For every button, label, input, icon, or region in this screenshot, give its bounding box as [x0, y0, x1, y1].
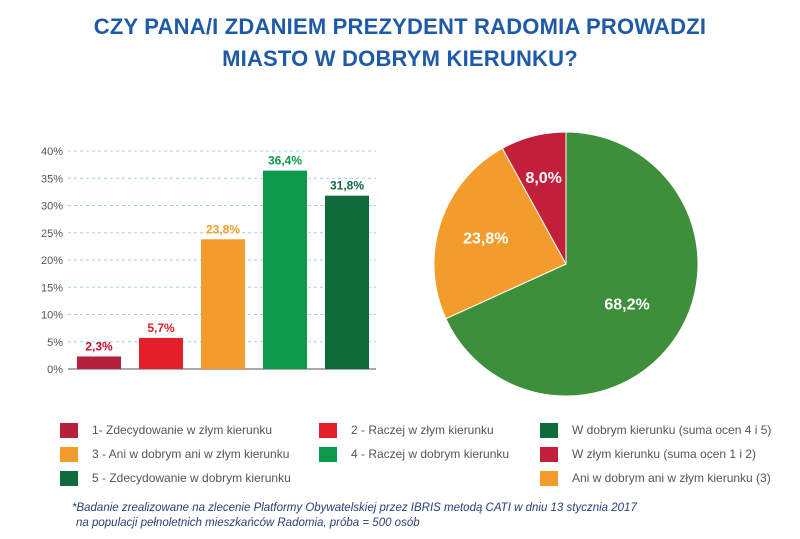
legend-item-6: W złym kierunku (suma ocen 1 i 2)	[540, 445, 756, 463]
chart-title-line-2: MIASTO W DOBRYM KIERUNKU?	[222, 46, 578, 71]
y-tick-label: 0%	[47, 364, 63, 376]
legend-swatch-2	[319, 422, 337, 438]
y-tick-label: 30%	[41, 201, 63, 213]
legend-item-2: 2 - Raczej w złym kierunku	[319, 421, 494, 439]
pie-value-label-2: 23,8%	[463, 230, 508, 247]
y-tick-label: 15%	[41, 282, 63, 294]
y-tick-label: 35%	[41, 173, 63, 185]
legend-label-8: Ani w dobrym ani w złym kierunku (3)	[572, 471, 771, 485]
y-tick-label: 20%	[41, 255, 63, 267]
footnote-line-2: na populacji pełnoletnich mieszkańców Ra…	[76, 517, 420, 529]
bar-value-label-5: 31,8%	[330, 179, 364, 193]
legend-item-4: 3 - Ani w dobrym ani w złym kierunku	[60, 445, 289, 463]
bar-2	[139, 337, 183, 369]
legend-label-7: 5 - Zdecydowanie w dobrym kierunku	[92, 471, 291, 485]
legend-item-1: 1- Zdecydowanie w złym kierunku	[60, 421, 272, 439]
y-tick-label: 25%	[41, 228, 63, 240]
legend-label-6: W złym kierunku (suma ocen 1 i 2)	[572, 447, 757, 461]
pie-slice-1	[445, 131, 699, 397]
legend-label-4: 3 - Ani w dobrym ani w złym kierunku	[92, 447, 290, 461]
pie-slice-2	[433, 147, 567, 320]
pie-value-label-3: 8,0%	[525, 170, 561, 187]
y-tick-label: 10%	[41, 310, 63, 322]
legend-swatch-8	[540, 470, 558, 486]
legend-swatch-6	[540, 446, 558, 462]
legend-label-3: W dobrym kierunku (suma ocen 4 i 5)	[572, 423, 772, 437]
legend-swatch-1	[60, 422, 78, 438]
y-tick-label: 5%	[47, 337, 63, 349]
legend-item-8: Ani w dobrym ani w złym kierunku (3)	[540, 469, 771, 487]
bar-1	[77, 356, 121, 369]
bar-value-label-1: 2,3%	[85, 339, 113, 353]
bar-value-label-4: 36,4%	[268, 154, 302, 168]
bar-value-label-3: 23,8%	[206, 222, 240, 236]
legend-label-1: 1- Zdecydowanie w złym kierunku	[92, 423, 273, 437]
legend-item-7: 5 - Zdecydowanie w dobrym kierunku	[60, 469, 291, 487]
legend-swatch-5	[319, 446, 337, 462]
legend-item-5: 4 - Raczej w dobrym kierunku	[319, 445, 509, 463]
chart-title-line-1: CZY PANA/I ZDANIEM PREZYDENT RADOMIA PRO…	[93, 14, 707, 39]
legend-label-5: 4 - Raczej w dobrym kierunku	[351, 447, 510, 461]
footnote-line-1: *Badanie zrealizowane na zlecenie Platfo…	[72, 502, 637, 514]
legend-item-3: W dobrym kierunku (suma ocen 4 i 5)	[540, 421, 771, 439]
legend-swatch-3	[540, 422, 558, 438]
pie-value-label-1: 68,2%	[604, 296, 649, 313]
bar-3	[201, 239, 245, 369]
legend-swatch-4	[60, 446, 78, 462]
y-tick-label: 40%	[41, 146, 63, 158]
legend-label-2: 2 - Raczej w złym kierunku	[351, 423, 494, 437]
pie-slice-3	[501, 131, 567, 265]
bar-4	[263, 170, 307, 369]
legend-swatch-7	[60, 470, 78, 486]
bar-5	[325, 195, 369, 369]
bar-value-label-2: 5,7%	[147, 321, 175, 335]
